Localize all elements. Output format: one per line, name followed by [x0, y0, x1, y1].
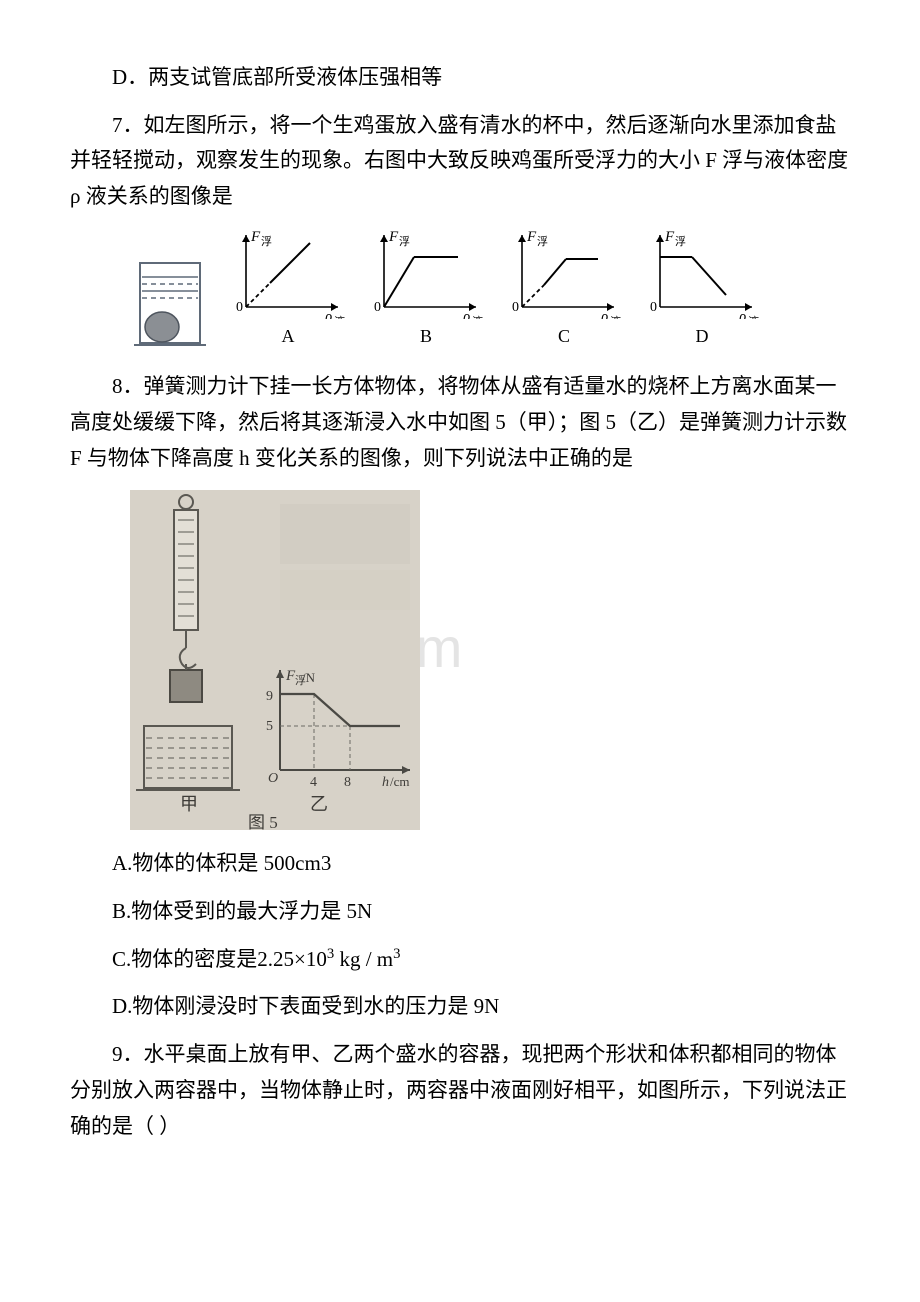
svg-text:液: 液	[610, 314, 621, 319]
cup-svg	[130, 251, 210, 351]
svg-text:/N: /N	[302, 670, 316, 685]
page-content: D．两支试管底部所受液体压强相等 7．如左图所示，将一个生鸡蛋放入盛有清水的杯中…	[70, 60, 850, 1144]
q8-c-label: C.	[112, 947, 131, 971]
q8-c-formula: 2.25×103 kg / m3	[257, 947, 400, 971]
svg-text:F: F	[526, 229, 537, 245]
svg-text:0: 0	[512, 300, 519, 315]
svg-text:0: 0	[236, 300, 243, 315]
graph-b-svg: F 浮 ρ 液 0	[366, 229, 486, 319]
graph-c-svg: F 浮 ρ 液 0	[504, 229, 624, 319]
svg-text:5: 5	[266, 719, 273, 734]
q8-number: 8．	[112, 374, 144, 398]
q8-b-text: 物体受到的最大浮力是 5N	[131, 899, 372, 923]
q8-option-a: A.物体的体积是 500cm3	[70, 846, 850, 882]
q8-option-d: D.物体刚浸没时下表面受到水的压力是 9N	[70, 989, 850, 1025]
q6-option-d: D．两支试管底部所受液体压强相等	[70, 60, 850, 96]
q7-figure-row: F 浮 ρ 液 0 A F 浮 ρ 液 0	[130, 229, 850, 352]
svg-text:F: F	[664, 229, 675, 245]
q8-a-text: 物体的体积是 500cm3	[132, 851, 331, 875]
svg-text:0: 0	[374, 300, 381, 315]
svg-text:液: 液	[472, 314, 483, 319]
graph-d-svg: F 浮 ρ 液 0	[642, 229, 762, 319]
svg-text:8: 8	[344, 775, 351, 790]
q8-caption-left: 甲	[180, 794, 198, 814]
svg-text:ρ: ρ	[738, 309, 746, 319]
q7-text: 如左图所示，将一个生鸡蛋放入盛有清水的杯中，然后逐渐向水里添加食盐并轻轻搅动，观…	[70, 113, 848, 208]
svg-text:浮: 浮	[675, 235, 686, 248]
svg-text:浮: 浮	[261, 235, 272, 248]
q8-origin: O	[268, 771, 278, 786]
q7-d-label: D	[696, 321, 709, 352]
q8-c-base: 2.25×10	[257, 947, 327, 971]
svg-text:ρ: ρ	[462, 309, 470, 319]
q8-d-label: D.	[112, 994, 132, 1018]
svg-text:ρ: ρ	[600, 309, 608, 319]
svg-text:液: 液	[748, 314, 759, 319]
q8-option-b: B.物体受到的最大浮力是 5N	[70, 894, 850, 930]
q7-number: 7．	[112, 113, 144, 137]
q7-graph-b: F 浮 ρ 液 0 B	[366, 229, 486, 352]
svg-text:0: 0	[650, 300, 657, 315]
q6-d-label: D．	[112, 65, 148, 89]
svg-text:/cm: /cm	[390, 774, 410, 789]
svg-text:9: 9	[266, 689, 273, 704]
svg-text:液: 液	[334, 314, 345, 319]
q8-caption-right: 乙	[310, 794, 328, 814]
q8-figure: F 浮 /N h /cm O 5 9 4 8	[130, 490, 850, 830]
q8-caption-below: 图 5	[248, 813, 278, 830]
q8-text: 弹簧测力计下挂一长方体物体，将物体从盛有适量水的烧杯上方离水面某一高度处缓缓下降…	[70, 374, 847, 469]
q7-a-label: A	[282, 321, 295, 352]
q9-stem: 9．水平桌面上放有甲、乙两个盛水的容器，现把两个形状和体积都相同的物体分别放入两…	[70, 1037, 850, 1144]
svg-text:浮: 浮	[537, 235, 548, 248]
q8-c-unit-exp: 3	[393, 946, 400, 962]
svg-text:h: h	[382, 775, 389, 790]
svg-text:ρ: ρ	[324, 309, 332, 319]
q7-cup-figure	[130, 251, 210, 351]
svg-text:F: F	[388, 229, 399, 245]
q8-a-label: A.	[112, 851, 132, 875]
q8-d-text: 物体刚浸没时下表面受到水的压力是 9N	[132, 994, 499, 1018]
svg-text:浮: 浮	[399, 235, 410, 248]
q7-c-label: C	[558, 321, 570, 352]
q7-stem: 7．如左图所示，将一个生鸡蛋放入盛有清水的杯中，然后逐渐向水里添加食盐并轻轻搅动…	[70, 108, 850, 215]
q8-stem: 8．弹簧测力计下挂一长方体物体，将物体从盛有适量水的烧杯上方离水面某一高度处缓缓…	[70, 369, 850, 476]
q8-c-unit: kg / m	[334, 947, 393, 971]
q7-graph-d: F 浮 ρ 液 0 D	[642, 229, 762, 352]
q9-number: 9．	[112, 1042, 144, 1066]
svg-text:F: F	[250, 229, 261, 245]
q8-option-c: C.物体的密度是2.25×103 kg / m3	[70, 942, 850, 978]
q8-b-label: B.	[112, 899, 131, 923]
q8-figure-svg: F 浮 /N h /cm O 5 9 4 8	[130, 490, 420, 830]
q6-d-text: 两支试管底部所受液体压强相等	[148, 65, 442, 89]
q7-b-label: B	[420, 321, 432, 352]
q7-graph-a: F 浮 ρ 液 0 A	[228, 229, 348, 352]
svg-text:4: 4	[310, 775, 317, 790]
q7-graph-c: F 浮 ρ 液 0 C	[504, 229, 624, 352]
graph-a-svg: F 浮 ρ 液 0	[228, 229, 348, 319]
q9-text: 水平桌面上放有甲、乙两个盛水的容器，现把两个形状和体积都相同的物体分别放入两容器…	[70, 1042, 847, 1137]
q8-c-prefix: 物体的密度是	[131, 947, 257, 971]
